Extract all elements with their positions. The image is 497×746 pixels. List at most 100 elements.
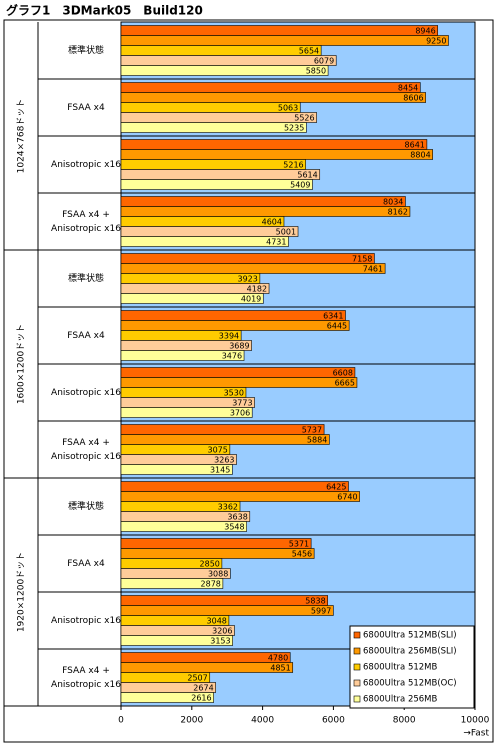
value-label: 2850 (200, 560, 220, 569)
bar (120, 692, 214, 703)
value-label: 4182 (247, 285, 267, 294)
value-label: 4019 (241, 295, 261, 304)
value-label: 4851 (270, 664, 290, 673)
value-label: 2507 (187, 674, 207, 683)
bar (120, 310, 346, 321)
bar (120, 45, 322, 56)
bar (120, 35, 449, 46)
value-label: 2616 (191, 694, 211, 703)
bar (120, 538, 312, 549)
value-label: 5456 (292, 550, 312, 559)
group-label: 1024×768ドット (17, 99, 27, 174)
value-label: 5884 (307, 436, 327, 445)
bar (120, 407, 253, 418)
bar (120, 293, 264, 304)
category-label: FSAA x4 + Anisotropic x16 (51, 209, 121, 234)
chart-title: グラフ1 3DMark05 Build120 (6, 3, 203, 18)
value-label: 3263 (214, 456, 234, 465)
bar (120, 350, 245, 361)
legend-label: 6800Ultra 256MB (363, 695, 438, 705)
legend-label: 6800Ultra 512MB (363, 663, 438, 673)
category-label: Anisotropic x16 (51, 387, 121, 398)
value-label: 6445 (327, 322, 347, 331)
bar (120, 481, 349, 492)
category-label: FSAA x4 (67, 102, 105, 113)
value-label: 5216 (283, 161, 303, 170)
legend-swatch (353, 695, 361, 703)
value-label: 3548 (224, 523, 244, 532)
value-label: 8034 (383, 198, 403, 207)
value-label: 5737 (302, 426, 322, 435)
x-tick-label: 10000 (461, 716, 490, 726)
value-label: 3153 (210, 637, 230, 646)
bar (120, 548, 315, 559)
legend-swatch (353, 647, 361, 655)
category-label: FSAA x4 (67, 330, 105, 341)
bar (120, 662, 294, 673)
bar (120, 367, 356, 378)
bar (120, 377, 358, 388)
value-label: 3048 (207, 617, 227, 626)
value-label: 3923 (238, 275, 258, 284)
x-tick-label: 0 (118, 716, 124, 726)
value-label: 3145 (210, 466, 230, 475)
category-label: Anisotropic x16 (51, 615, 121, 626)
bar (120, 464, 233, 475)
value-label: 3476 (222, 352, 242, 361)
group-label: 1600×1200ドット (17, 324, 27, 404)
value-label: 5409 (290, 181, 310, 190)
bar (120, 169, 321, 180)
category-label: Anisotropic x16 (51, 159, 121, 170)
bar (120, 434, 330, 445)
value-label: 2878 (201, 580, 221, 589)
value-label: 6608 (333, 369, 353, 378)
category-label: 標準状態 (67, 45, 104, 56)
bar (120, 149, 433, 160)
value-label: 5371 (289, 540, 309, 549)
bar (120, 424, 325, 435)
legend-swatch (353, 663, 361, 671)
value-label: 7158 (352, 255, 372, 264)
value-label: 5063 (278, 104, 298, 113)
bar (120, 491, 360, 502)
value-label: 3638 (227, 513, 247, 522)
bar (120, 196, 406, 207)
x-tick-label: 2000 (180, 716, 203, 726)
bar (120, 253, 375, 264)
value-label: 5838 (305, 597, 325, 606)
bar (120, 320, 350, 331)
x-tick-label: 8000 (393, 716, 416, 726)
value-label: 3773 (232, 399, 252, 408)
bar (120, 139, 428, 150)
bar (120, 226, 299, 237)
value-label: 8606 (403, 94, 423, 103)
value-label: 4731 (266, 238, 286, 247)
bar (120, 159, 306, 170)
value-label: 3362 (218, 503, 238, 512)
value-label: 4604 (262, 218, 282, 227)
bar (120, 92, 426, 103)
category-label: 標準状態 (67, 273, 104, 284)
x-tick-label: 4000 (251, 716, 274, 726)
value-label: 3530 (224, 389, 244, 398)
value-label: 6079 (314, 57, 334, 66)
bar (120, 122, 307, 133)
value-label: 5997 (311, 607, 331, 616)
legend-label: 6800Ultra 512MB(SLI) (363, 631, 457, 641)
bar (120, 521, 247, 532)
group-label: 1920×1200ドット (17, 552, 27, 632)
bar (120, 595, 328, 606)
x-tick-label: 6000 (322, 716, 345, 726)
value-label: 6425 (326, 483, 346, 492)
bar (120, 55, 337, 66)
category-label: FSAA x4 + Anisotropic x16 (51, 437, 121, 462)
bar (120, 179, 313, 190)
bar (120, 65, 329, 76)
bar (120, 206, 411, 217)
value-label: 8641 (405, 141, 425, 150)
bar (120, 82, 421, 93)
legend-box (349, 625, 475, 709)
category-label: FSAA x4 + Anisotropic x16 (51, 665, 121, 690)
value-label: 5850 (306, 67, 326, 76)
